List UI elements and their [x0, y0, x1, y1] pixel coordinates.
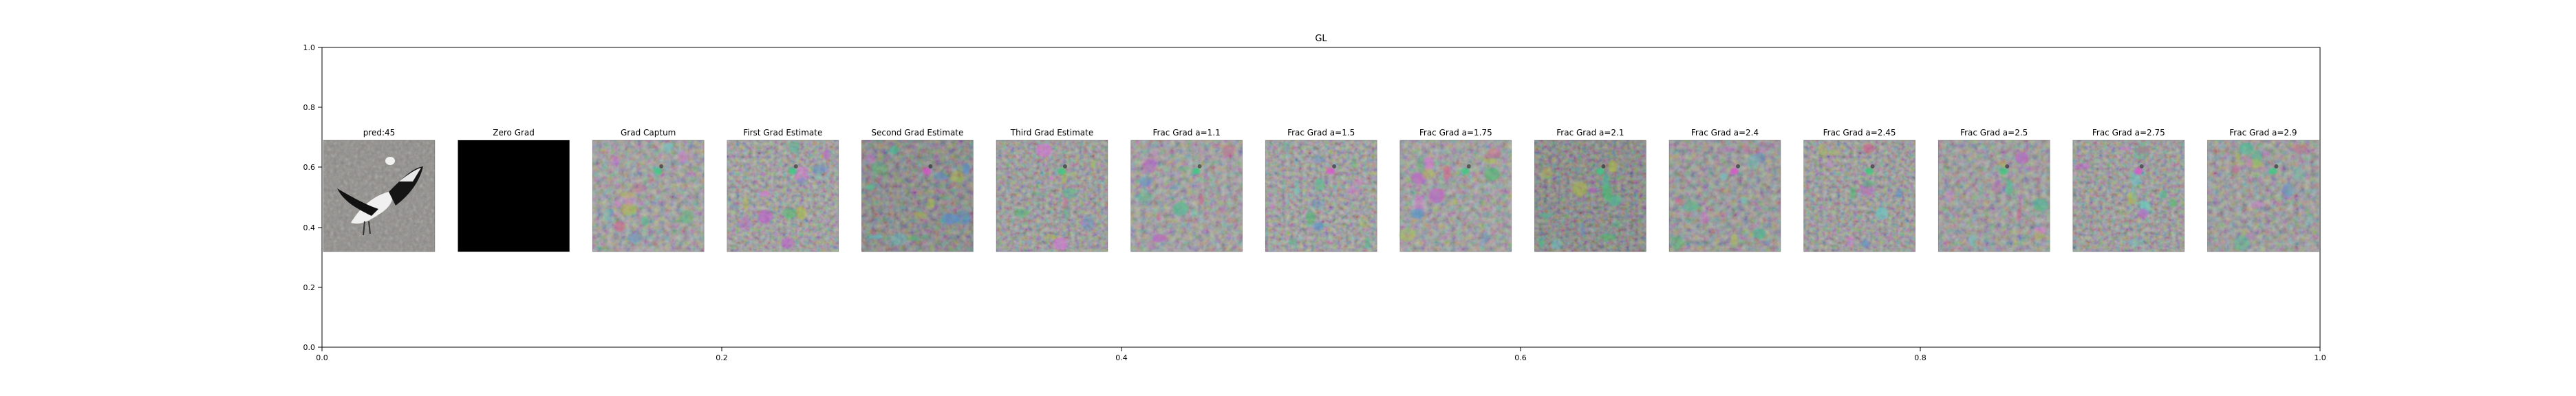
panel-image: [323, 140, 435, 252]
x-tick-0: 0.0: [316, 347, 328, 362]
panel-title: Zero Grad: [493, 128, 535, 138]
panel-image: [2072, 140, 2185, 252]
image-panel: Frac Grad a=2.1: [1534, 128, 1646, 252]
y-tick-label: 0.8: [303, 103, 316, 112]
image-panel: Frac Grad a=2.45: [1803, 128, 1915, 252]
y-tick-1: 0.2: [303, 283, 322, 292]
axes-frame: [321, 47, 2321, 348]
image-panel: Zero Grad: [458, 128, 570, 252]
image-panel: Frac Grad a=2.4: [1668, 128, 1781, 252]
panel-image: [727, 140, 839, 252]
y-tick-5: 1.0: [303, 43, 322, 52]
x-axis: 0.0 0.2 0.4 0.6 0.8 1.0: [316, 347, 2326, 362]
x-tick-label: 1.0: [2314, 353, 2326, 362]
panel-image: [1534, 140, 1646, 252]
panel-image: [861, 140, 974, 252]
y-axis: 0.0 0.2 0.4 0.6 0.8 1.0: [303, 43, 322, 352]
x-tick-1: 0.2: [716, 347, 728, 362]
panel-title: Frac Grad a=2.45: [1823, 128, 1896, 138]
panel-image: [458, 140, 570, 252]
panel-grid: pred:45 Zero Grad Grad Captum First Grad Es…: [323, 128, 2319, 252]
panel-image: [1399, 140, 1512, 252]
image-panel: Frac Grad a=2.9: [2207, 128, 2319, 252]
image-panel: Frac Grad a=2.75: [2072, 128, 2185, 252]
x-tick-label: 0.8: [1914, 353, 1926, 362]
y-tick-2: 0.4: [303, 223, 322, 232]
panel-title: Second Grad Estimate: [871, 128, 963, 138]
panel-title: Grad Captum: [621, 128, 676, 138]
panel-title: Frac Grad a=1.1: [1152, 128, 1220, 138]
y-tick-label: 0.0: [303, 343, 316, 352]
panel-image: [592, 140, 705, 252]
y-tick-label: 0.4: [303, 223, 316, 232]
panel-image: [996, 140, 1108, 252]
x-tick-3: 0.6: [1514, 347, 1527, 362]
panel-image: [1803, 140, 1915, 252]
x-tick-label: 0.6: [1514, 353, 1527, 362]
panel-title: Frac Grad a=1.5: [1287, 128, 1355, 138]
image-panel: Frac Grad a=1.75: [1399, 128, 1512, 252]
y-tick-0: 0.0: [303, 343, 322, 352]
image-panel: Grad Captum: [592, 128, 705, 252]
x-tick-2: 0.4: [1115, 347, 1128, 362]
panel-image: [1938, 140, 2050, 252]
panel-title: First Grad Estimate: [743, 128, 822, 138]
y-tick-label: 1.0: [303, 43, 316, 52]
panel-image: [2207, 140, 2319, 252]
panel-title: Frac Grad a=2.9: [2229, 128, 2297, 138]
x-tick-5: 1.0: [2314, 347, 2326, 362]
y-tick-label: 0.2: [303, 283, 316, 292]
x-tick-label: 0.2: [716, 353, 728, 362]
image-panel: First Grad Estimate: [727, 128, 839, 252]
panel-title: pred:45: [363, 128, 396, 138]
panel-title: Frac Grad a=2.5: [1960, 128, 2028, 138]
panel-title: Frac Grad a=2.75: [2092, 128, 2165, 138]
image-panel: pred:45: [323, 128, 436, 252]
panel-title: Frac Grad a=2.1: [1556, 128, 1624, 138]
panel-image: [1265, 140, 1377, 252]
panel-image: [1130, 140, 1243, 252]
panel-title: Frac Grad a=1.75: [1419, 128, 1492, 138]
y-tick-4: 0.8: [303, 103, 322, 112]
x-tick-label: 0.4: [1115, 353, 1128, 362]
x-tick-label: 0.0: [316, 353, 328, 362]
y-tick-label: 0.6: [303, 163, 316, 172]
image-panel: Third Grad Estimate: [996, 128, 1108, 252]
image-panel: Frac Grad a=1.1: [1130, 128, 1243, 252]
panel-title: Frac Grad a=2.4: [1691, 128, 1759, 138]
x-tick-4: 0.8: [1914, 347, 1926, 362]
y-tick-3: 0.6: [303, 163, 322, 172]
panel-image: [1669, 140, 1781, 252]
image-panel: Frac Grad a=1.5: [1265, 128, 1377, 252]
panel-title: Third Grad Estimate: [1010, 128, 1093, 138]
image-panel: Second Grad Estimate: [861, 128, 974, 252]
figure-title: GL: [1315, 34, 1327, 44]
image-panel: Frac Grad a=2.5: [1938, 128, 2050, 252]
